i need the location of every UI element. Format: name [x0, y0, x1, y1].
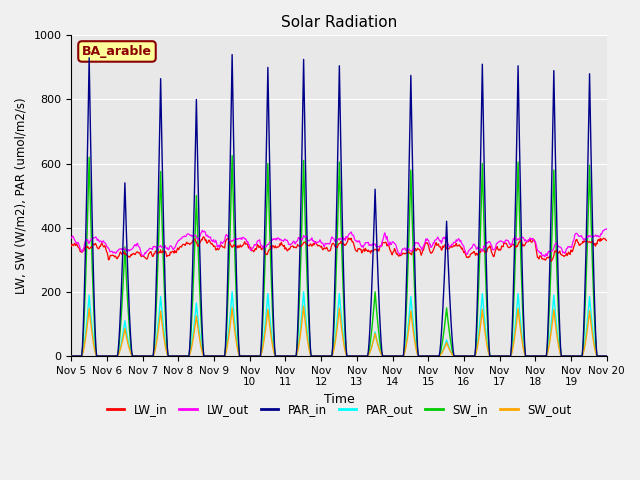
PAR_out: [77, 353, 84, 359]
LW_out: [215, 242, 223, 248]
LW_in: [187, 241, 195, 247]
SW_in: [603, 353, 611, 359]
Title: Solar Radiation: Solar Radiation: [281, 15, 397, 30]
Line: LW_out: LW_out: [71, 229, 607, 257]
Line: PAR_out: PAR_out: [71, 292, 607, 356]
SW_in: [420, 353, 428, 359]
LW_out: [603, 226, 611, 232]
SW_out: [300, 303, 307, 309]
SW_in: [215, 353, 223, 359]
SW_in: [77, 353, 84, 359]
Legend: LW_in, LW_out, PAR_in, PAR_out, SW_in, SW_out: LW_in, LW_out, PAR_in, PAR_out, SW_in, S…: [102, 398, 576, 420]
LW_in: [603, 238, 611, 243]
LW_out: [187, 233, 195, 239]
PAR_in: [132, 353, 140, 359]
LW_out: [541, 254, 548, 260]
SW_out: [404, 327, 412, 333]
X-axis label: Time: Time: [324, 393, 355, 406]
LW_in: [216, 245, 223, 251]
Line: LW_in: LW_in: [71, 237, 607, 261]
PAR_in: [420, 353, 428, 359]
LW_out: [404, 245, 412, 251]
PAR_out: [67, 353, 75, 359]
PAR_in: [67, 353, 75, 359]
PAR_out: [215, 353, 223, 359]
SW_out: [603, 353, 611, 359]
SW_in: [132, 353, 140, 359]
LW_in: [77, 249, 84, 254]
Line: SW_in: SW_in: [71, 156, 607, 356]
Text: BA_arable: BA_arable: [82, 45, 152, 58]
LW_out: [420, 243, 428, 249]
SW_out: [215, 353, 223, 359]
PAR_in: [215, 353, 223, 359]
SW_out: [187, 349, 195, 355]
SW_out: [420, 353, 428, 359]
SW_in: [228, 153, 236, 158]
LW_out: [67, 235, 75, 241]
LW_in: [420, 244, 428, 250]
LW_in: [547, 258, 555, 264]
PAR_out: [228, 289, 236, 295]
SW_out: [67, 353, 75, 359]
PAR_in: [228, 52, 236, 58]
Line: PAR_in: PAR_in: [71, 55, 607, 356]
PAR_in: [404, 189, 412, 194]
SW_in: [187, 339, 195, 345]
LW_in: [199, 234, 207, 240]
LW_in: [132, 250, 140, 256]
PAR_in: [187, 330, 195, 336]
PAR_out: [420, 353, 428, 359]
SW_out: [77, 353, 84, 359]
LW_out: [132, 243, 140, 249]
PAR_out: [404, 318, 412, 324]
PAR_out: [603, 353, 611, 359]
PAR_out: [187, 348, 195, 354]
SW_in: [67, 353, 75, 359]
SW_out: [132, 353, 140, 359]
Y-axis label: LW, SW (W/m2), PAR (umol/m2/s): LW, SW (W/m2), PAR (umol/m2/s): [15, 97, 28, 294]
PAR_in: [77, 353, 84, 359]
Line: SW_out: SW_out: [71, 306, 607, 356]
PAR_in: [603, 353, 611, 359]
SW_in: [404, 244, 412, 250]
LW_out: [77, 247, 84, 253]
PAR_out: [132, 353, 140, 359]
LW_in: [404, 249, 412, 255]
LW_in: [67, 243, 75, 249]
